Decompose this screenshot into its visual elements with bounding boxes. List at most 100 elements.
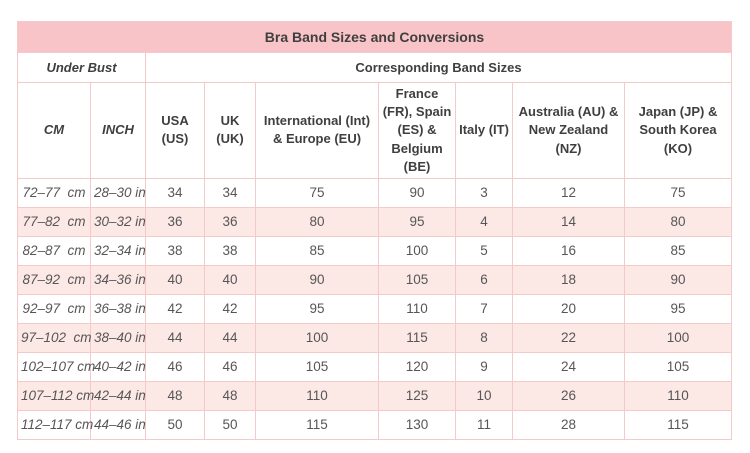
table-cell: 36: [204, 206, 256, 237]
table-cell: 125: [378, 380, 456, 411]
table-cell: 105: [378, 264, 456, 295]
table-cell: 97–102 cm: [17, 322, 92, 353]
table-cell: 112–117 cm: [17, 409, 93, 440]
column-header-4: International (Int) & Europe (EU): [255, 82, 379, 179]
table-cell: 8: [455, 322, 513, 353]
column-header-7: Australia (AU) & New Zealand (NZ): [512, 82, 625, 179]
table-row: 82–87 cm 32–34 in 38 38 85 100 5 16 85: [17, 235, 732, 266]
table-cell: 90: [255, 264, 379, 295]
table-cell: 14: [512, 206, 625, 237]
table-cell: 42: [204, 293, 256, 324]
column-header-3: UK (UK): [204, 82, 256, 179]
table-cell: 75: [624, 177, 732, 208]
table-cell: 90: [624, 264, 732, 295]
column-header-2: USA (US): [145, 82, 205, 179]
column-header-row: CM INCH USA (US) UK (UK) International (Int)…: [17, 82, 732, 179]
table-cell: 4: [455, 206, 513, 237]
table-cell: 46: [204, 351, 256, 382]
table-cell: 110: [624, 380, 732, 411]
column-header-6: Italy (IT): [455, 82, 513, 179]
table-cell: 36–38 in: [90, 293, 146, 324]
under-bust-group-header: Under Bust: [17, 52, 146, 83]
table-cell: 40: [204, 264, 256, 295]
table-cell: 105: [255, 351, 379, 382]
table-cell: 3: [455, 177, 513, 208]
table-cell: 28: [512, 409, 625, 440]
table-header: Bra Band Sizes and Conversions Under Bus…: [17, 21, 732, 179]
table-cell: 85: [624, 235, 732, 266]
table-cell: 46: [145, 351, 205, 382]
table-cell: 105: [624, 351, 732, 382]
group-header-row: Under Bust Corresponding Band Sizes: [17, 52, 732, 83]
table-cell: 90: [378, 177, 456, 208]
table-cell: 34: [145, 177, 205, 208]
table-cell: 44–46 in: [90, 409, 146, 440]
table-cell: 38: [145, 235, 205, 266]
table-row: 112–117 cm 44–46 in 50 50 115 130 11 28 115: [17, 409, 732, 440]
table-cell: 80: [255, 206, 379, 237]
table-cell: 9: [455, 351, 513, 382]
table-cell: 22: [512, 322, 625, 353]
table-cell: 36: [145, 206, 205, 237]
table-cell: 120: [378, 351, 456, 382]
table-cell: 95: [624, 293, 732, 324]
conversion-table-container: Bra Band Sizes and Conversions Under Bus…: [17, 21, 732, 440]
table-cell: 10: [455, 380, 513, 411]
table-cell: 50: [204, 409, 256, 440]
table-cell: 95: [378, 206, 456, 237]
table-cell: 82–87 cm: [17, 235, 91, 266]
table-cell: 42: [145, 293, 205, 324]
table-cell: 5: [455, 235, 513, 266]
table-cell: 92–97 cm: [17, 293, 91, 324]
table-cell: 107–112 cm: [17, 380, 94, 411]
table-cell: 40: [145, 264, 205, 295]
table-cell: 50: [145, 409, 205, 440]
table-row: 87–92 cm 34–36 in 40 40 90 105 6 18 90: [17, 264, 732, 295]
table-body: 72–77 cm 28–30 in 34 34 75 90 3 12 75 77–82 cm 30–…: [17, 177, 732, 440]
table-title: Bra Band Sizes and Conversions: [17, 21, 732, 53]
table-cell: 85: [255, 235, 379, 266]
table-cell: 11: [455, 409, 513, 440]
column-header-1: INCH: [90, 82, 146, 179]
table-cell: 40–42 in: [90, 351, 146, 382]
table-cell: 75: [255, 177, 379, 208]
table-cell: 32–34 in: [90, 235, 146, 266]
table-cell: 38–40 in: [90, 322, 146, 353]
column-header-8: Japan (JP) & South Korea (KO): [624, 82, 732, 179]
table-cell: 95: [255, 293, 379, 324]
table-cell: 102–107 cm: [17, 351, 95, 382]
table-cell: 100: [624, 322, 732, 353]
table-row: 72–77 cm 28–30 in 34 34 75 90 3 12 75: [17, 177, 732, 208]
table-cell: 44: [204, 322, 256, 353]
table-cell: 48: [145, 380, 205, 411]
table-cell: 80: [624, 206, 732, 237]
table-cell: 24: [512, 351, 625, 382]
table-cell: 30–32 in: [90, 206, 146, 237]
table-cell: 100: [255, 322, 379, 353]
table-cell: 18: [512, 264, 625, 295]
table-cell: 77–82 cm: [17, 206, 91, 237]
table-row: 77–82 cm 30–32 in 36 36 80 95 4 14 80: [17, 206, 732, 237]
table-cell: 130: [378, 409, 456, 440]
table-row: 97–102 cm 38–40 in 44 44 100 115 8 22 100: [17, 322, 732, 353]
table-cell: 6: [455, 264, 513, 295]
table-cell: 44: [145, 322, 205, 353]
bra-band-conversion-table: Bra Band Sizes and Conversions Under Bus…: [17, 21, 732, 440]
table-cell: 72–77 cm: [17, 177, 91, 208]
column-header-5: France (FR), Spain (ES) & Belgium (BE): [378, 82, 456, 179]
table-row: 92–97 cm 36–38 in 42 42 95 110 7 20 95: [17, 293, 732, 324]
table-cell: 48: [204, 380, 256, 411]
table-cell: 100: [378, 235, 456, 266]
table-cell: 20: [512, 293, 625, 324]
table-cell: 110: [378, 293, 456, 324]
table-cell: 42–44 in: [90, 380, 146, 411]
table-cell: 87–92 cm: [17, 264, 91, 295]
column-header-0: CM: [17, 82, 91, 179]
corresponding-band-sizes-group-header: Corresponding Band Sizes: [145, 52, 732, 83]
table-cell: 115: [378, 322, 456, 353]
table-cell: 34–36 in: [90, 264, 146, 295]
table-cell: 26: [512, 380, 625, 411]
table-cell: 16: [512, 235, 625, 266]
table-cell: 38: [204, 235, 256, 266]
table-cell: 115: [255, 409, 379, 440]
